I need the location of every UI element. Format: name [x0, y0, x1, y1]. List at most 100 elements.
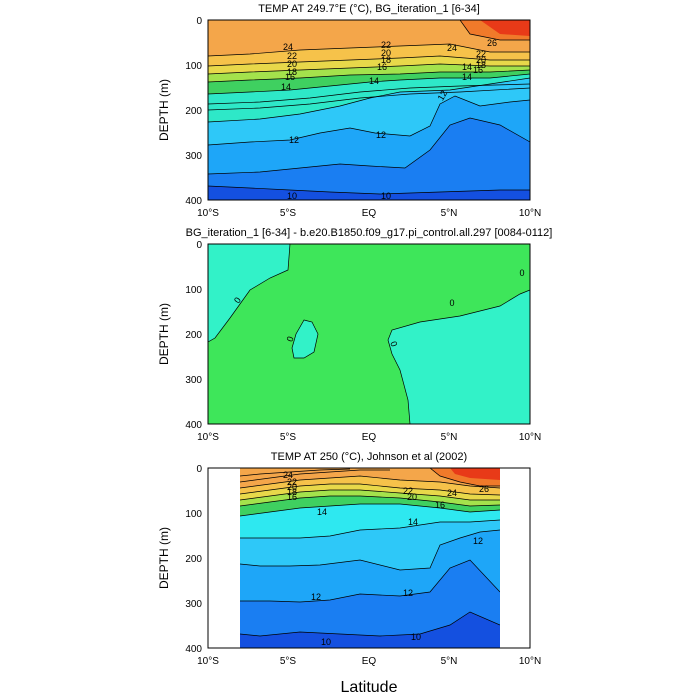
- contour-label: 12: [311, 592, 321, 602]
- panel3-x-ticks: 10°S 5°S EQ 5°N 10°N: [197, 656, 541, 667]
- contour-label: 16: [285, 72, 295, 82]
- y-tick-label: 300: [185, 375, 202, 386]
- panel1-y-ticks: 0 100 200 300 400: [185, 16, 202, 207]
- contour-label: 12: [403, 588, 413, 598]
- contour-label: 20: [287, 59, 297, 69]
- panel-model-temp: TEMP AT 249.7°E (°C), BG_iteration_1 [6-…: [157, 3, 541, 219]
- x-tick-label: EQ: [362, 656, 377, 667]
- band-24-26: [240, 468, 500, 488]
- contour-label: 20: [407, 492, 417, 502]
- x-tick-label: 5°S: [280, 208, 297, 219]
- contour-label: 22: [381, 40, 391, 50]
- x-tick-label: 5°S: [280, 432, 297, 443]
- panel2-y-ticks: 0 100 200 300 400: [185, 240, 202, 431]
- contour-label: 10: [411, 632, 421, 642]
- band-warmest: [480, 20, 530, 36]
- contour-label: 18: [381, 55, 391, 65]
- contour-label: 14: [369, 76, 379, 86]
- panel1-contour-field: 24 22 20 18 16 14 12 12 12 10 10 22 20 1…: [208, 20, 530, 201]
- contour-label: 0: [388, 340, 399, 348]
- contour-label: 10: [381, 191, 391, 201]
- y-tick-label: 0: [196, 16, 202, 27]
- contour-label: 24: [447, 488, 457, 498]
- panel1-title: TEMP AT 249.7°E (°C), BG_iteration_1 [6-…: [258, 3, 480, 15]
- panel-observed-temp: TEMP AT 250 (°C), Johnson et al (2002): [157, 451, 541, 696]
- panel3-contour-lines: [240, 468, 500, 637]
- panel2-y-axis-label: DEPTH (m): [157, 303, 171, 365]
- contour-label: 24: [283, 470, 293, 480]
- contour-label: 0: [449, 298, 454, 308]
- y-tick-label: 300: [185, 151, 202, 162]
- y-tick-label: 200: [185, 106, 202, 117]
- panel3-y-ticks: 0 100 200 300 400: [185, 464, 202, 655]
- contour-label: 12: [289, 135, 299, 145]
- x-tick-label: 10°S: [197, 432, 219, 443]
- panel2-frame: [207, 243, 531, 425]
- y-tick-label: 100: [185, 61, 202, 72]
- panel1-contour-labels: 24 22 20 18 16 14 12 12 12 10 10 22 20 1…: [281, 38, 497, 201]
- x-tick-label: EQ: [362, 208, 377, 219]
- contour-label: 22: [403, 486, 413, 496]
- contour-label: 24: [447, 43, 457, 53]
- panel1-frame: [207, 19, 531, 201]
- contour-label: 18: [287, 67, 297, 77]
- contour-label: 12: [376, 130, 386, 140]
- panel2-contour-field: 0 0 0 0 0: [208, 244, 530, 424]
- x-tick-label: 10°N: [519, 656, 541, 667]
- contour-label: 14: [462, 62, 472, 72]
- x-axis-label: Latitude: [341, 679, 398, 696]
- contour-label: 12: [436, 89, 450, 103]
- panel3-contour-labels: 24 22 20 18 16 14 14 12 12 12 10 10 22 2…: [283, 470, 489, 647]
- x-tick-label: 10°S: [197, 656, 219, 667]
- contour-label: 16: [435, 500, 445, 510]
- y-tick-label: 100: [185, 509, 202, 520]
- x-tick-label: 10°N: [519, 432, 541, 443]
- contour-label: 10: [287, 191, 297, 201]
- y-tick-label: 100: [185, 285, 202, 296]
- contour-label: 0: [519, 268, 524, 278]
- band-warmest: [450, 468, 500, 480]
- contour-label: 10: [321, 637, 331, 647]
- contour-label: 14: [408, 517, 418, 527]
- contour-label: 20: [476, 55, 486, 65]
- contour-label: 16: [473, 65, 483, 75]
- x-tick-label: 10°S: [197, 208, 219, 219]
- contour-label: 14: [281, 82, 291, 92]
- y-tick-label: 200: [185, 554, 202, 565]
- contour-label: 24: [283, 42, 293, 52]
- contour-label: 20: [287, 482, 297, 492]
- contour-label: 14: [462, 72, 472, 82]
- y-tick-label: 200: [185, 330, 202, 341]
- panel2-contour-labels: 0 0 0 0 0: [232, 268, 524, 348]
- panel2-title: BG_iteration_1 [6-34] - b.e20.B1850.f09_…: [186, 227, 553, 239]
- y-tick-label: 300: [185, 599, 202, 610]
- panel1-contour-lines: [208, 20, 530, 195]
- band-negative-right: [388, 290, 530, 424]
- contour-label: 0: [232, 295, 243, 305]
- panel1-y-axis-label: DEPTH (m): [157, 79, 171, 141]
- band-24-26: [208, 20, 530, 56]
- panel2-contour-lines: [208, 244, 530, 424]
- panel-difference: BG_iteration_1 [6-34] - b.e20.B1850.f09_…: [157, 227, 552, 443]
- y-tick-label: 400: [185, 196, 202, 207]
- panel2-x-ticks: 10°S 5°S EQ 5°N 10°N: [197, 432, 541, 443]
- panel3-title: TEMP AT 250 (°C), Johnson et al (2002): [271, 451, 467, 463]
- band-negative-island: [292, 320, 318, 358]
- band-negative-left: [208, 244, 290, 342]
- contour-label: 0: [285, 335, 296, 343]
- contour-label: 18: [476, 60, 486, 70]
- x-tick-label: 5°N: [441, 432, 458, 443]
- x-tick-label: 5°N: [441, 208, 458, 219]
- panel3-contour-field: 24 22 20 18 16 14 14 12 12 12 10 10 22 2…: [240, 468, 500, 648]
- contour-label: 22: [287, 477, 297, 487]
- contour-label: 22: [287, 51, 297, 61]
- contour-label: 22: [476, 49, 486, 59]
- contour-label: 18: [287, 487, 297, 497]
- contour-label: 12: [473, 536, 483, 546]
- contour-label: 26: [487, 38, 497, 48]
- contour-label: 16: [287, 492, 297, 502]
- panel1-x-ticks: 10°S 5°S EQ 5°N 10°N: [197, 208, 541, 219]
- contour-label: 16: [377, 62, 387, 72]
- y-tick-label: 400: [185, 644, 202, 655]
